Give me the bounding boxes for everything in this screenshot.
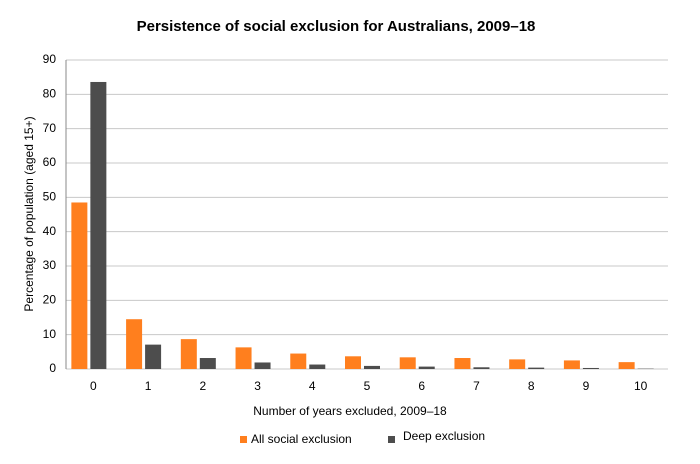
y-tick-label: 30 <box>43 258 57 272</box>
bar <box>126 319 143 369</box>
bar <box>180 339 197 369</box>
chart-title: Persistence of social exclusion for Aust… <box>137 18 536 35</box>
bar <box>618 362 635 369</box>
x-tick-label: 4 <box>309 379 316 393</box>
y-tick-label: 10 <box>43 327 57 341</box>
x-tick-label: 10 <box>634 379 648 393</box>
bar <box>454 358 471 369</box>
x-tick-label: 6 <box>418 379 425 393</box>
bar <box>145 344 162 369</box>
bar <box>582 367 599 369</box>
legend-label: All social exclusion <box>251 432 352 446</box>
bar <box>345 356 361 369</box>
x-tick-label: 1 <box>145 379 152 393</box>
bar <box>528 367 545 369</box>
bar <box>71 202 88 369</box>
bar <box>90 81 107 370</box>
legend-swatch <box>240 436 247 443</box>
x-tick-label: 9 <box>583 379 590 393</box>
y-tick-label: 0 <box>49 361 56 375</box>
bar <box>563 360 580 369</box>
bar <box>399 357 416 369</box>
y-tick-label: 50 <box>43 190 57 204</box>
x-tick-label: 8 <box>528 379 535 393</box>
y-tick-label: 90 <box>43 52 57 66</box>
x-tick-label: 3 <box>254 379 261 393</box>
y-tick-label: 20 <box>43 293 57 307</box>
bar <box>290 353 307 369</box>
bar <box>509 359 526 369</box>
y-tick-label: 60 <box>43 155 57 169</box>
bar <box>364 365 380 369</box>
legend-label: Deep exclusion <box>403 429 485 443</box>
x-tick-label: 7 <box>473 379 480 393</box>
bar <box>309 364 326 369</box>
bar <box>473 367 490 369</box>
bar <box>199 358 216 369</box>
bar <box>418 366 435 369</box>
y-axis-title: Percentage of population (aged 15+) <box>22 116 36 311</box>
x-axis-title: Number of years excluded, 2009–18 <box>253 404 447 418</box>
y-tick-label: 80 <box>43 87 57 101</box>
x-tick-label: 2 <box>199 379 206 393</box>
legend-swatch <box>388 436 395 443</box>
x-tick-label: 0 <box>90 379 97 393</box>
x-tick-label: 5 <box>364 379 371 393</box>
bar <box>235 347 252 369</box>
y-tick-label: 70 <box>43 121 57 135</box>
y-tick-label: 40 <box>43 224 57 238</box>
bar <box>254 362 271 369</box>
